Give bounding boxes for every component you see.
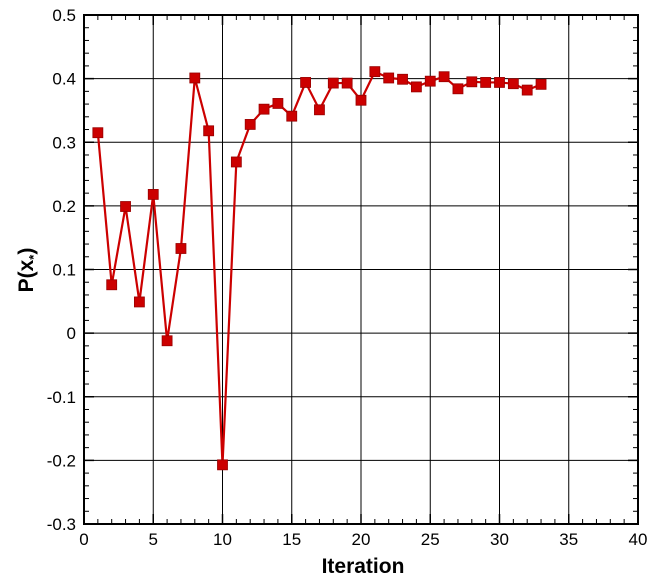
data-point-marker [535,78,547,90]
y-tick-label: 0.1 [52,261,76,280]
y-axis-title-close: ) [15,248,38,255]
data-point-marker [327,77,339,89]
x-tick-label: 5 [149,530,158,549]
grid-lines [84,15,638,524]
y-tick-label: 0 [67,324,76,343]
y-tick-label: -0.2 [47,451,76,470]
data-point-marker [189,72,201,84]
x-tick-label: 40 [629,530,648,549]
data-point-marker [244,119,256,130]
data-point-marker [452,83,464,95]
data-point-marker [410,81,422,93]
y-tick-labels: -0.3 -0.2 -0.1 0 0.1 0.2 0.3 0.4 0.5 [47,6,76,534]
x-tick-labels: 0 5 10 15 20 25 30 35 40 [79,530,647,549]
y-axis-title-main: P(x [15,259,38,292]
data-point-marker [521,84,533,96]
data-point-marker [466,76,478,88]
y-tick-label: -0.3 [47,515,76,534]
x-tick-label: 30 [490,530,509,549]
data-point-marker [272,98,284,109]
x-axis-title: Iteration [322,555,405,578]
data-point-marker [438,71,450,83]
data-point-marker [106,279,118,291]
data-point-marker [258,103,270,115]
data-point-marker [133,296,145,308]
data-point-marker [494,77,505,88]
x-tick-label: 0 [79,530,88,549]
y-axis-title: P(x*) [15,248,41,293]
data-point-marker [230,156,242,168]
data-point-marker [175,243,187,254]
x-tick-label: 25 [421,530,440,549]
y-tick-label: -0.1 [47,388,76,407]
data-point-marker [424,75,436,87]
data-point-marker [286,110,298,122]
x-tick-label: 15 [282,530,301,549]
data-point-marker [369,66,381,78]
series-line [96,70,542,466]
data-point-marker [217,459,228,471]
data-point-marker [147,189,159,200]
data-point-marker [92,127,104,139]
series-line-group [92,66,547,471]
data-point-marker [314,104,325,116]
data-point-marker [383,72,395,84]
data-point-marker [355,94,367,106]
y-tick-label: 0.5 [52,6,76,25]
data-point-marker [203,125,215,137]
y-tick-label: 0.4 [52,70,76,89]
plot-frame [83,14,639,525]
data-point-marker [397,73,408,85]
y-axis-title-subscript: * [26,254,41,260]
x-tick-label: 20 [352,530,371,549]
x-tick-label: 10 [213,530,232,549]
x-tick-label: 35 [559,530,578,549]
data-point-marker [480,77,492,88]
data-point-marker [161,335,173,347]
data-point-marker [507,78,519,90]
y-tick-label: 0.3 [52,133,76,152]
data-point-marker [120,201,131,212]
data-point-marker [300,77,312,88]
data-point-marker [341,77,353,89]
y-tick-label: 0.2 [52,197,76,216]
